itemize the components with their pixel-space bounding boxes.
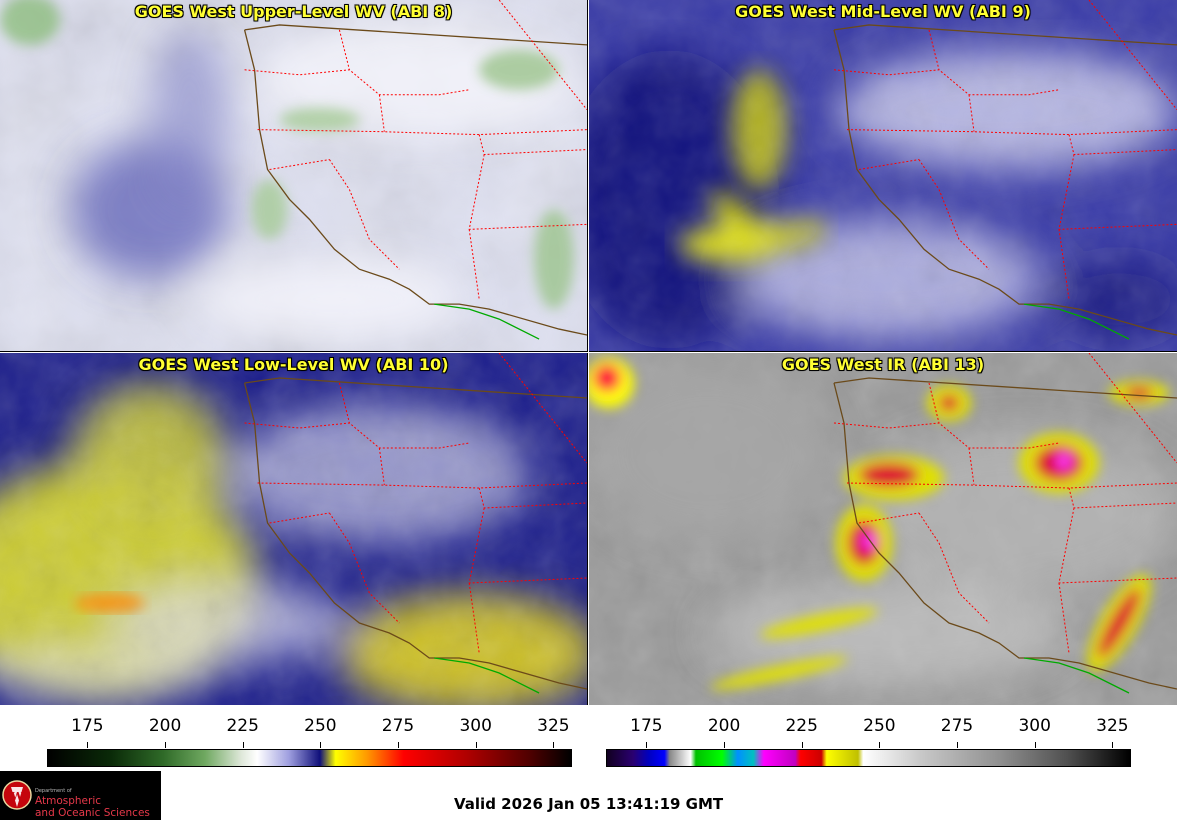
colorbar-tick-mark bbox=[879, 742, 881, 748]
colorbar-tick-mark bbox=[646, 742, 648, 748]
colorbar-strip bbox=[47, 749, 572, 767]
infrared-panel: GOES West IR (ABI 13) bbox=[589, 353, 1177, 705]
colorbar-tick-mark bbox=[87, 742, 89, 748]
valid-time: Valid 2026 Jan 05 13:41:19 GMT bbox=[454, 795, 724, 813]
colorbar-tick-label: 250 bbox=[863, 716, 896, 736]
low-level-wv-image bbox=[0, 353, 587, 705]
colorbar-tick-label: 175 bbox=[630, 716, 663, 736]
colorbar-tick-label: 200 bbox=[707, 716, 741, 736]
colorbar-tick-mark bbox=[475, 742, 477, 748]
uw-seal-icon: W bbox=[2, 780, 32, 810]
colorbar-tick-mark bbox=[553, 742, 555, 748]
colorbar-tick-mark bbox=[398, 742, 400, 748]
colorbar-tick-mark bbox=[1034, 742, 1036, 748]
infrared-image bbox=[589, 353, 1177, 705]
colorbar-tick-mark bbox=[957, 742, 959, 748]
logo-dept: Department of bbox=[35, 788, 72, 794]
colorbar-tick-mark bbox=[801, 742, 803, 748]
colorbar-tick-label: 300 bbox=[1018, 716, 1051, 736]
colorbar-tick-mark bbox=[242, 742, 244, 748]
colorbar-tick-label: 200 bbox=[148, 716, 182, 736]
colorbar-tick-label: 325 bbox=[1096, 716, 1129, 736]
low-level-wv-panel: GOES West Low-Level WV (ABI 10) bbox=[0, 353, 588, 705]
svg-text:W: W bbox=[10, 790, 24, 803]
colorbar-tick-label: 275 bbox=[940, 716, 974, 736]
upper-level-wv-image bbox=[0, 0, 587, 351]
colorbar-tick-label: 275 bbox=[381, 716, 415, 736]
wv-colorbar: 175 200 225 250 275 300 325 bbox=[47, 716, 572, 768]
colorbar-tick-mark bbox=[165, 742, 167, 748]
colorbar-tick-mark bbox=[320, 742, 322, 748]
upper-level-wv-panel: GOES West Upper-Level WV (ABI 8) bbox=[0, 0, 588, 352]
colorbar-tick-label: 225 bbox=[226, 716, 259, 736]
colorbar-tick-mark bbox=[724, 742, 726, 748]
ir-colorbar: 175 200 225 250 275 300 325 bbox=[606, 716, 1131, 768]
mid-level-wv-image bbox=[589, 0, 1177, 351]
colorbar-strip bbox=[606, 749, 1131, 767]
colorbar-tick-label: 250 bbox=[304, 716, 337, 736]
colorbar-tick-label: 300 bbox=[459, 716, 492, 736]
aos-logo: W Department of Atmospheric and Oceanic … bbox=[0, 771, 161, 820]
logo-line2: and Oceanic Sciences bbox=[35, 807, 150, 819]
mid-level-wv-panel: GOES West Mid-Level WV (ABI 9) bbox=[589, 0, 1177, 352]
colorbar-tick-label: 225 bbox=[785, 716, 818, 736]
colorbar-tick-mark bbox=[1112, 742, 1114, 748]
colorbar-tick-label: 325 bbox=[537, 716, 570, 736]
colorbar-ticks: 175 200 225 250 275 300 325 bbox=[606, 716, 1131, 742]
logo-line1: Atmospheric bbox=[35, 795, 102, 807]
colorbar-tick-label: 175 bbox=[71, 716, 104, 736]
colorbar-ticks: 175 200 225 250 275 300 325 bbox=[47, 716, 572, 742]
